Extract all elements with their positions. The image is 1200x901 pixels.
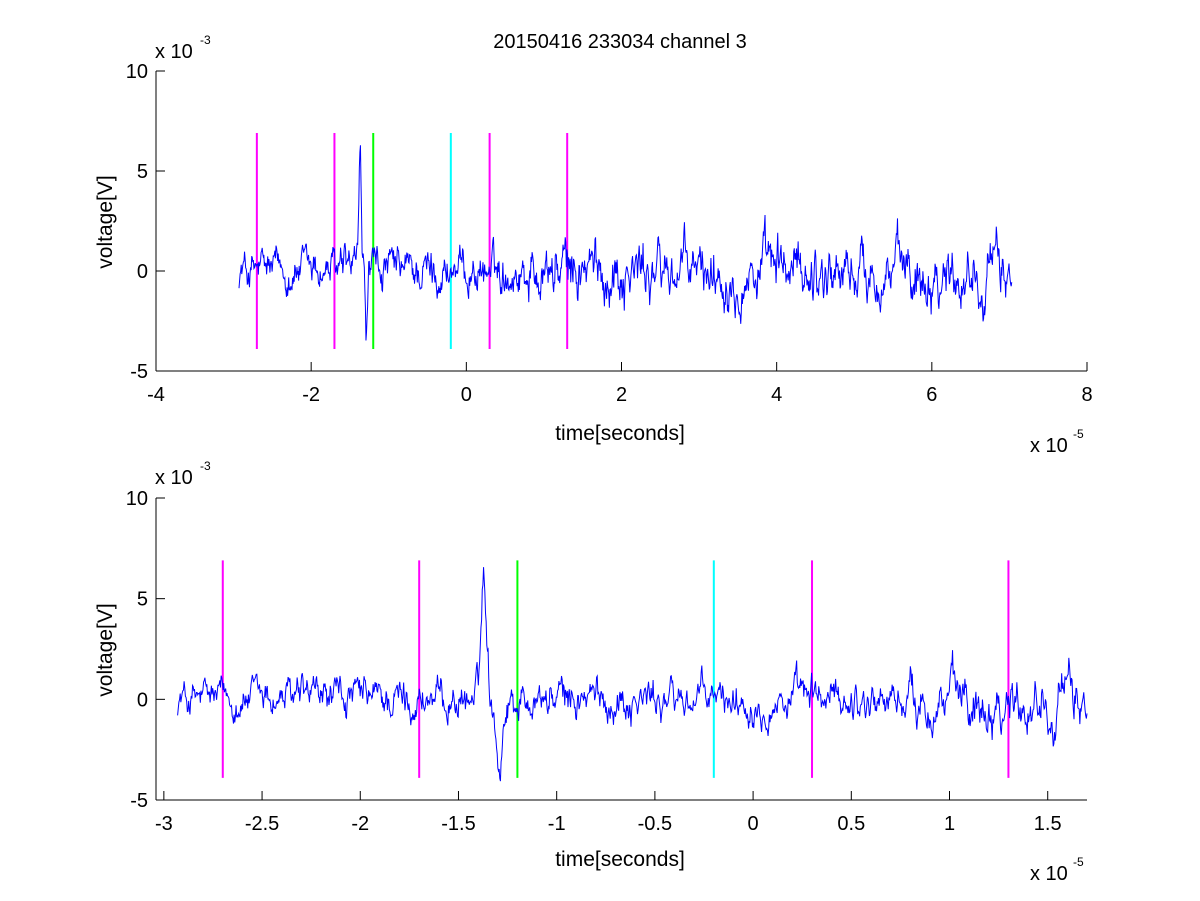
top-y-exp-sup: -3: [200, 33, 211, 47]
top-x-exp-base: x 10: [1030, 435, 1068, 457]
bottom-x-exp-sup: -5: [1073, 855, 1084, 869]
x-tick-label: -2: [351, 813, 369, 835]
x-tick-label: 1.5: [1034, 813, 1062, 835]
bottom-voltage-trace: [177, 567, 1088, 782]
top-axes: -4 -2 0 2 4 6 8 -5 0 5 10 time[seconds] voltage[V]…: [94, 33, 1093, 457]
x-tick-label: -4: [147, 384, 165, 406]
x-tick-label: -1: [548, 813, 566, 835]
x-tick-label: 1: [944, 813, 955, 835]
top-voltage-trace: [238, 145, 1013, 341]
y-tick-label: -5: [130, 790, 148, 812]
top-event-markers: [255, 133, 569, 349]
bottom-axes: -3 -2.5 -2 -1.5 -1 -0.5 0 0.5 1 1.5 -5 0 5 10 time[se…: [94, 459, 1088, 885]
x-tick-label: 4: [771, 384, 782, 406]
top-axes-ticks: -4 -2 0 2 4 6 8 -5 0 5 10: [126, 61, 1093, 406]
x-tick-label: 0: [461, 384, 472, 406]
x-tick-label: -0.5: [638, 813, 672, 835]
bottom-y-exp-base: x 10: [155, 467, 193, 489]
bottom-axes-ticks: -3 -2.5 -2 -1.5 -1 -0.5 0 0.5 1 1.5 -5 0 5 10: [126, 488, 1087, 835]
top-x-exp-sup: -5: [1073, 427, 1084, 441]
y-tick-label: 5: [137, 589, 148, 611]
x-tick-label: 6: [926, 384, 937, 406]
bottom-x-exp-base: x 10: [1030, 863, 1068, 885]
x-tick-label: -1.5: [441, 813, 475, 835]
x-tick-label: -3: [155, 813, 173, 835]
y-tick-label: -5: [130, 361, 148, 383]
top-xlabel: time[seconds]: [555, 422, 685, 445]
x-tick-label: 0.5: [837, 813, 865, 835]
x-tick-label: -2.5: [245, 813, 279, 835]
top-ylabel: voltage[V]: [94, 175, 117, 268]
y-tick-label: 10: [126, 61, 148, 83]
top-x-exponent: x 10 -5: [1030, 427, 1084, 457]
x-tick-label: 0: [748, 813, 759, 835]
bottom-event-markers: [221, 560, 1010, 778]
bottom-xlabel: time[seconds]: [555, 848, 685, 871]
x-tick-label: 8: [1081, 384, 1092, 406]
y-tick-label: 5: [137, 161, 148, 183]
y-tick-label: 0: [137, 261, 148, 283]
bottom-x-exponent: x 10 -5: [1030, 855, 1084, 885]
bottom-y-exp-sup: -3: [200, 459, 211, 473]
bottom-y-exponent: x 10 -3: [155, 459, 211, 489]
top-y-exponent: x 10 -3: [155, 33, 211, 63]
chart-title: 20150416 233034 channel 3: [493, 31, 747, 53]
bottom-ylabel: voltage[V]: [94, 603, 117, 696]
x-tick-label: -2: [302, 384, 320, 406]
x-tick-label: 2: [616, 384, 627, 406]
top-y-exp-base: x 10: [155, 41, 193, 63]
y-tick-label: 10: [126, 488, 148, 510]
y-tick-label: 0: [137, 689, 148, 711]
